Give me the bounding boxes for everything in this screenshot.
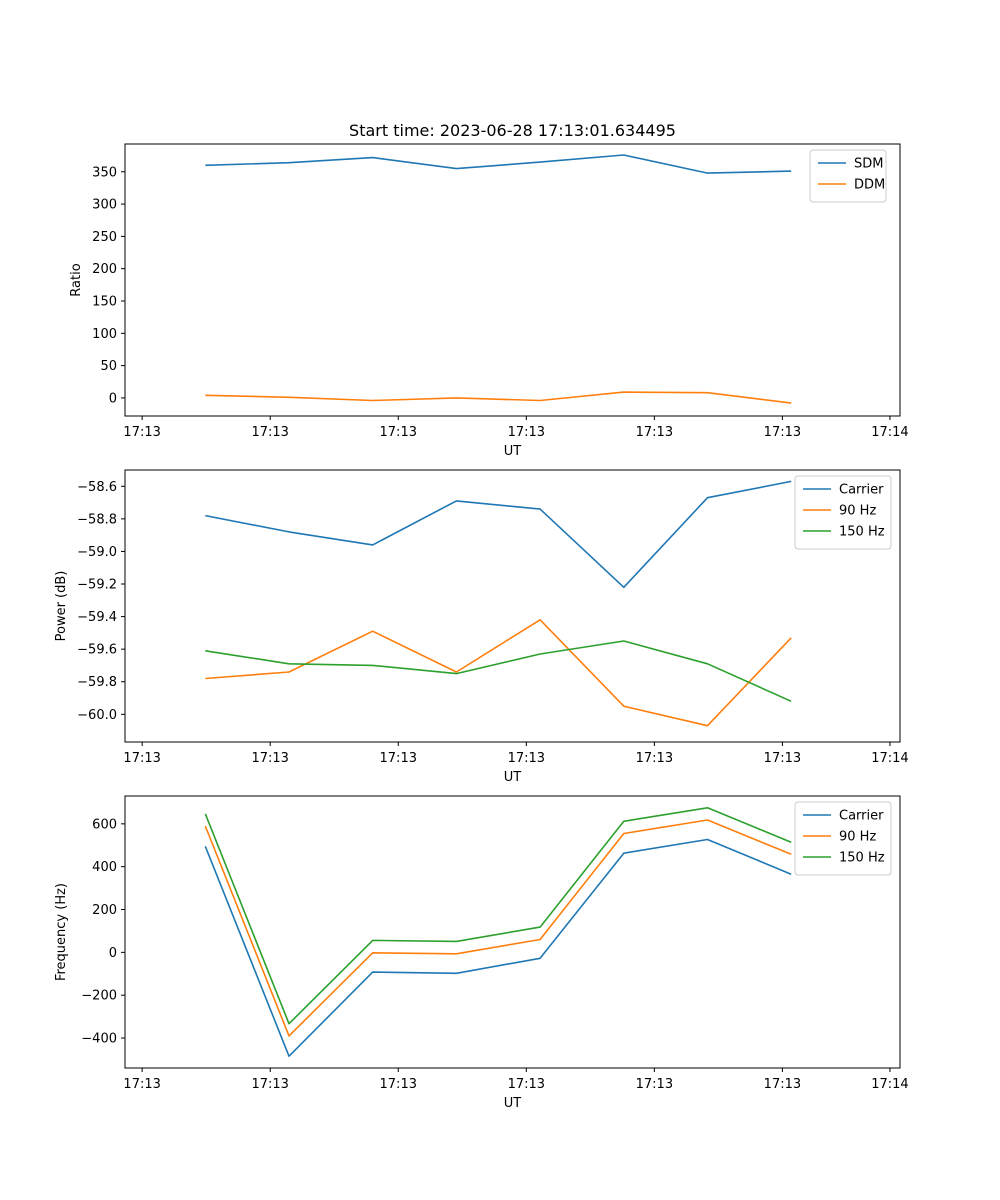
series-line-carrier (204, 838, 792, 1057)
y-tick-label: −59.8 (77, 675, 117, 690)
y-tick-label: 600 (92, 817, 117, 832)
y-tick-label: 50 (100, 359, 117, 374)
x-tick-label: 17:13 (508, 425, 545, 440)
series-line-ddm (205, 391, 792, 404)
series-line-90-hz (205, 618, 792, 727)
x-tick-label: 17:13 (251, 425, 288, 440)
x-axis-label: UT (504, 770, 522, 785)
y-axis-label: Ratio (69, 263, 84, 296)
series-line-sdm (205, 154, 792, 174)
ratio-panel: 0 50 100 150 200 250 300 350 17:13 17:13 17:13 17:1… (69, 143, 909, 459)
y-tick-label: −400 (81, 1032, 117, 1047)
x-tick-label: 17:13 (123, 425, 160, 440)
y-tick-label: 400 (92, 860, 117, 875)
legend-entry: Carrier (839, 483, 884, 498)
y-tick-label: −200 (81, 989, 117, 1004)
series-line-90-hz (204, 819, 792, 1037)
axes-frame (124, 795, 901, 1069)
axes-frame (124, 469, 901, 743)
x-tick-label: 17:13 (764, 1077, 801, 1092)
y-tick-label: −60.0 (77, 708, 117, 723)
axes-frame (124, 143, 901, 417)
y-tick-label: 250 (92, 230, 117, 245)
x-tick-label: 17:13 (380, 1077, 417, 1092)
x-tick-label: 17:14 (871, 1077, 908, 1092)
x-tick-label: 17:14 (871, 425, 908, 440)
y-axis-label: Power (dB) (54, 571, 69, 642)
x-tick-label: 17:13 (636, 1077, 673, 1092)
legend-entry: DDM (854, 178, 885, 193)
series-line-150-hz (205, 640, 792, 703)
y-tick-label: −59.2 (77, 578, 117, 593)
legend-entry: 150 Hz (839, 525, 885, 540)
x-tick-label: 17:13 (380, 425, 417, 440)
y-tick-label: 300 (92, 198, 117, 213)
y-tick-label: −59.0 (77, 545, 117, 560)
x-tick-label: 17:13 (764, 425, 801, 440)
legend-entry: 90 Hz (839, 504, 876, 519)
chart-title: Start time: 2023-06-28 17:13:01.634495 (349, 121, 676, 140)
legend-entry: Carrier (839, 809, 884, 824)
x-tick-label: 17:14 (871, 751, 908, 766)
y-tick-label: 100 (92, 327, 117, 342)
y-tick-label: −59.4 (77, 610, 117, 625)
y-tick-label: −58.6 (77, 480, 117, 495)
y-tick-label: −58.8 (77, 512, 117, 527)
y-tick-label: 0 (109, 946, 117, 961)
x-tick-label: 17:13 (508, 751, 545, 766)
series-line-150-hz (204, 806, 792, 1025)
x-tick-label: 17:13 (251, 751, 288, 766)
y-tick-label: 200 (92, 903, 117, 918)
x-tick-label: 17:13 (123, 1077, 160, 1092)
frequency-panel: −400 −200 0 200 400 600 17:13 17:13 17:13 17:13 17… (54, 795, 909, 1111)
x-tick-label: 17:13 (636, 751, 673, 766)
x-axis-label: UT (504, 1096, 522, 1111)
x-axis-label: UT (504, 444, 522, 459)
legend-entry: 90 Hz (839, 830, 876, 845)
y-tick-label: 150 (92, 294, 117, 309)
y-tick-label: 350 (92, 165, 117, 180)
y-axis-label: Frequency (Hz) (54, 883, 69, 981)
legend-entry: 150 Hz (839, 851, 885, 866)
x-tick-label: 17:13 (764, 751, 801, 766)
x-tick-label: 17:13 (636, 425, 673, 440)
y-tick-label: 0 (109, 391, 117, 406)
series-line-carrier (205, 480, 792, 589)
y-tick-label: 200 (92, 262, 117, 277)
legend-entry: SDM (854, 157, 883, 172)
x-tick-label: 17:13 (251, 1077, 288, 1092)
x-tick-label: 17:13 (380, 751, 417, 766)
x-tick-label: 17:13 (123, 751, 160, 766)
power-panel: −60.0 −59.8 −59.6 −59.4 −59.2 −59.0 −58.8 −58.6… (54, 469, 909, 785)
x-tick-label: 17:13 (508, 1077, 545, 1092)
y-tick-label: −59.6 (77, 643, 117, 658)
